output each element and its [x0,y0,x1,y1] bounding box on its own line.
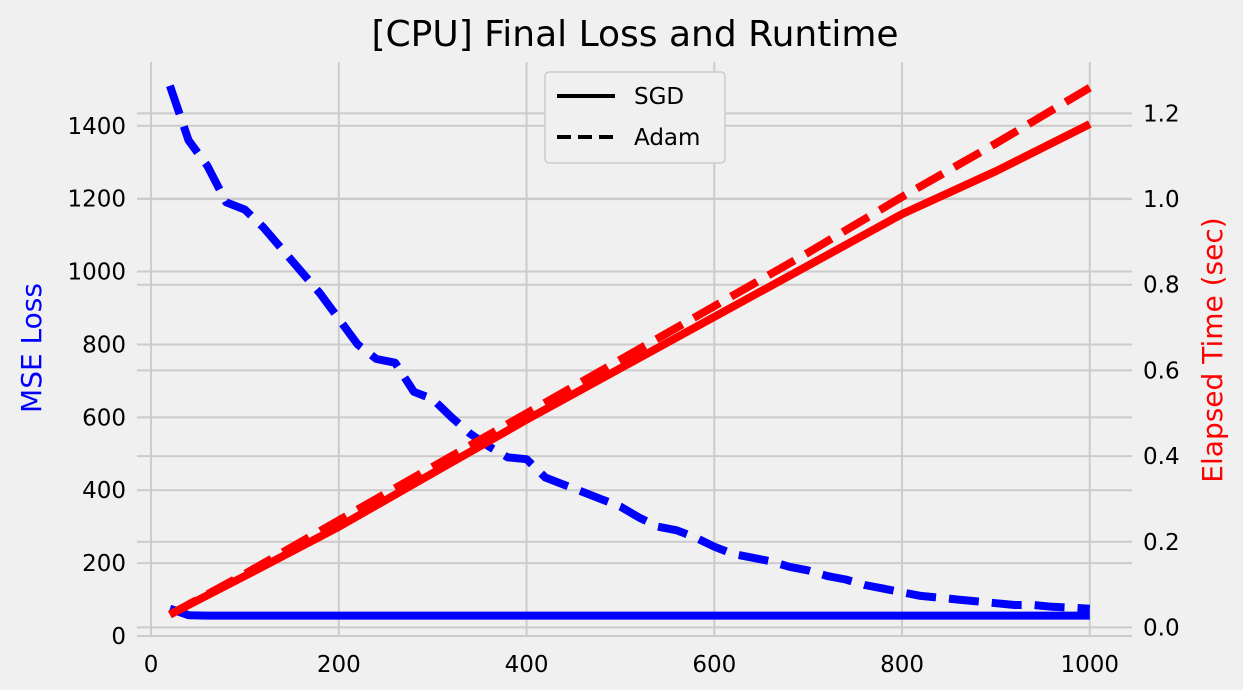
y-right-tick-label: 1.0 [1143,187,1180,213]
y-left-tick-label: 1000 [67,260,126,286]
y-right-tick-label: 0.6 [1143,358,1180,384]
y-left-tick-label: 600 [82,405,126,431]
y-left-tick-label: 800 [82,332,126,358]
y-left-tick-label: 1400 [67,114,126,140]
legend-label-sgd: SGD [634,84,684,110]
legend: SGD Adam [544,71,726,164]
y-right-tick-label: 0.0 [1143,615,1180,641]
y-left-tick-label: 400 [82,478,126,504]
y-axis-left-label: MSE Loss [15,283,48,413]
y-right-tick-label: 0.2 [1143,530,1180,556]
series-line-sgd-elapsed-time-sec [168,120,1092,619]
x-tick-label: 1000 [1060,652,1119,678]
y-right-tick-label: 0.8 [1143,273,1180,299]
y-axis-right-label: Elapsed Time (sec) [1196,217,1229,482]
x-tick-label: 600 [692,652,736,678]
grid [137,62,1132,637]
y-right-tick-label: 1.2 [1143,101,1180,127]
x-tick-label: 400 [505,652,549,678]
y-right-tick-label: 0.4 [1143,444,1180,470]
x-tick-label: 0 [144,652,159,678]
y-left-tick-label: 1200 [67,187,126,213]
legend-label-adam: Adam [634,125,700,151]
series-line-adam-elapsed-time-sec [167,84,1092,619]
x-tick-label: 200 [317,652,361,678]
chart-title: [CPU] Final Loss and Runtime [371,14,898,55]
tick-labels: 0 200 400 600 800 1000 0 200 400 600 800 1000 1200 14… [67,101,1179,678]
series-line-adam-mse-loss [166,84,1091,613]
y-left-tick-label: 200 [82,551,126,577]
y-left-tick-label: 0 [111,624,126,650]
series-lines [166,84,1092,620]
x-tick-label: 800 [880,652,924,678]
